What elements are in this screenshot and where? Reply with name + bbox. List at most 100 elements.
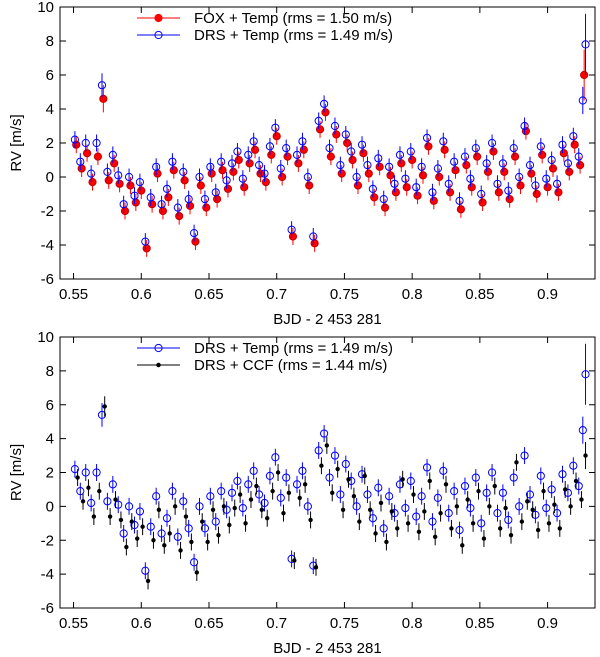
data-point <box>162 514 172 523</box>
data-point <box>538 150 547 159</box>
data-point <box>565 167 574 176</box>
y-tick-label: -6 <box>41 271 54 288</box>
data-point <box>401 503 410 513</box>
data-point <box>281 510 286 516</box>
data-point <box>283 152 292 161</box>
data-point <box>238 174 247 183</box>
data-point <box>573 478 579 484</box>
data-point <box>557 526 562 531</box>
x-tick-label: 0.75 <box>330 286 359 303</box>
data-point <box>489 147 498 156</box>
x-tick-label: 0.7 <box>266 615 287 632</box>
data-point <box>185 201 195 210</box>
data-point <box>411 492 416 497</box>
data-point <box>137 186 146 195</box>
data-point <box>217 157 226 166</box>
data-point <box>332 130 341 139</box>
legend-entry: DRS + Temp (rms = 1.49 m/s) <box>194 340 393 357</box>
data-point <box>119 529 128 538</box>
data-point <box>460 481 470 491</box>
data-point <box>413 191 422 200</box>
legend-marker <box>154 13 163 23</box>
data-point <box>348 155 357 165</box>
data-point <box>343 138 352 148</box>
data-point <box>124 172 134 182</box>
data-point <box>444 179 453 188</box>
data-point <box>309 232 318 241</box>
data-point <box>103 167 112 176</box>
data-point <box>183 514 189 519</box>
data-point <box>335 466 340 472</box>
x-tick-label: 0.85 <box>465 286 494 303</box>
data-point <box>546 521 552 526</box>
data-point <box>126 181 135 190</box>
data-point <box>227 159 237 168</box>
data-point <box>227 522 232 528</box>
data-point <box>460 543 465 548</box>
data-point <box>384 539 389 545</box>
data-point <box>385 162 394 171</box>
legend: FOX + Temp (rms = 1.50 m/s)DRS + Temp (r… <box>137 10 393 44</box>
data-point <box>412 183 421 192</box>
data-point <box>222 176 231 185</box>
data-point <box>578 426 587 435</box>
data-point <box>580 70 589 80</box>
data-point <box>265 142 275 151</box>
data-point <box>233 476 242 486</box>
data-point <box>191 237 200 246</box>
y-tick-label: 2 <box>46 135 54 152</box>
data-point <box>341 459 350 469</box>
data-point <box>152 162 161 171</box>
data-point <box>579 497 584 502</box>
data-point <box>515 172 524 182</box>
data-point <box>465 497 470 502</box>
data-point <box>148 200 157 209</box>
data-point <box>470 521 476 526</box>
data-point <box>450 487 459 496</box>
data-point <box>581 40 590 49</box>
data-point <box>299 145 308 154</box>
data-point <box>124 502 134 511</box>
data-point <box>250 145 260 154</box>
data-point <box>536 471 545 480</box>
data-point <box>76 157 85 166</box>
data-point <box>445 188 455 197</box>
data-point <box>213 195 222 204</box>
data-point <box>75 475 80 480</box>
data-point <box>168 157 177 166</box>
data-point <box>167 531 172 536</box>
data-point <box>498 159 507 168</box>
data-point <box>119 200 128 209</box>
data-point <box>156 507 162 512</box>
data-point <box>552 179 562 188</box>
data-point <box>70 135 79 144</box>
data-point <box>374 154 383 163</box>
data-point <box>271 123 280 132</box>
data-point <box>118 517 124 523</box>
data-point <box>81 468 90 477</box>
legend-marker <box>154 30 163 40</box>
data-point <box>510 152 520 161</box>
data-point <box>568 504 573 509</box>
y-tick-label: -2 <box>41 532 54 549</box>
data-point <box>278 172 287 182</box>
data-point <box>243 521 248 526</box>
data-point <box>172 504 178 509</box>
data-point <box>271 453 280 462</box>
data-point <box>439 137 448 146</box>
data-point <box>325 473 334 482</box>
data-point <box>541 488 546 494</box>
data-point <box>509 473 518 482</box>
data-point <box>353 181 363 190</box>
y-axis-label: RV [m/s] <box>8 444 25 501</box>
data-point <box>375 162 384 171</box>
y-tick-label: 0 <box>46 169 54 186</box>
data-point <box>275 470 281 475</box>
data-point <box>363 161 372 170</box>
data-point <box>153 169 162 178</box>
data-point <box>477 519 486 528</box>
data-point <box>297 495 302 501</box>
panel-1: 0.55 0.6 0.65 0.7 0.75 0.8 0.85 0.9 -6 -4 -2 0 2 4 6 8 1… <box>8 0 596 328</box>
data-point <box>449 526 454 531</box>
